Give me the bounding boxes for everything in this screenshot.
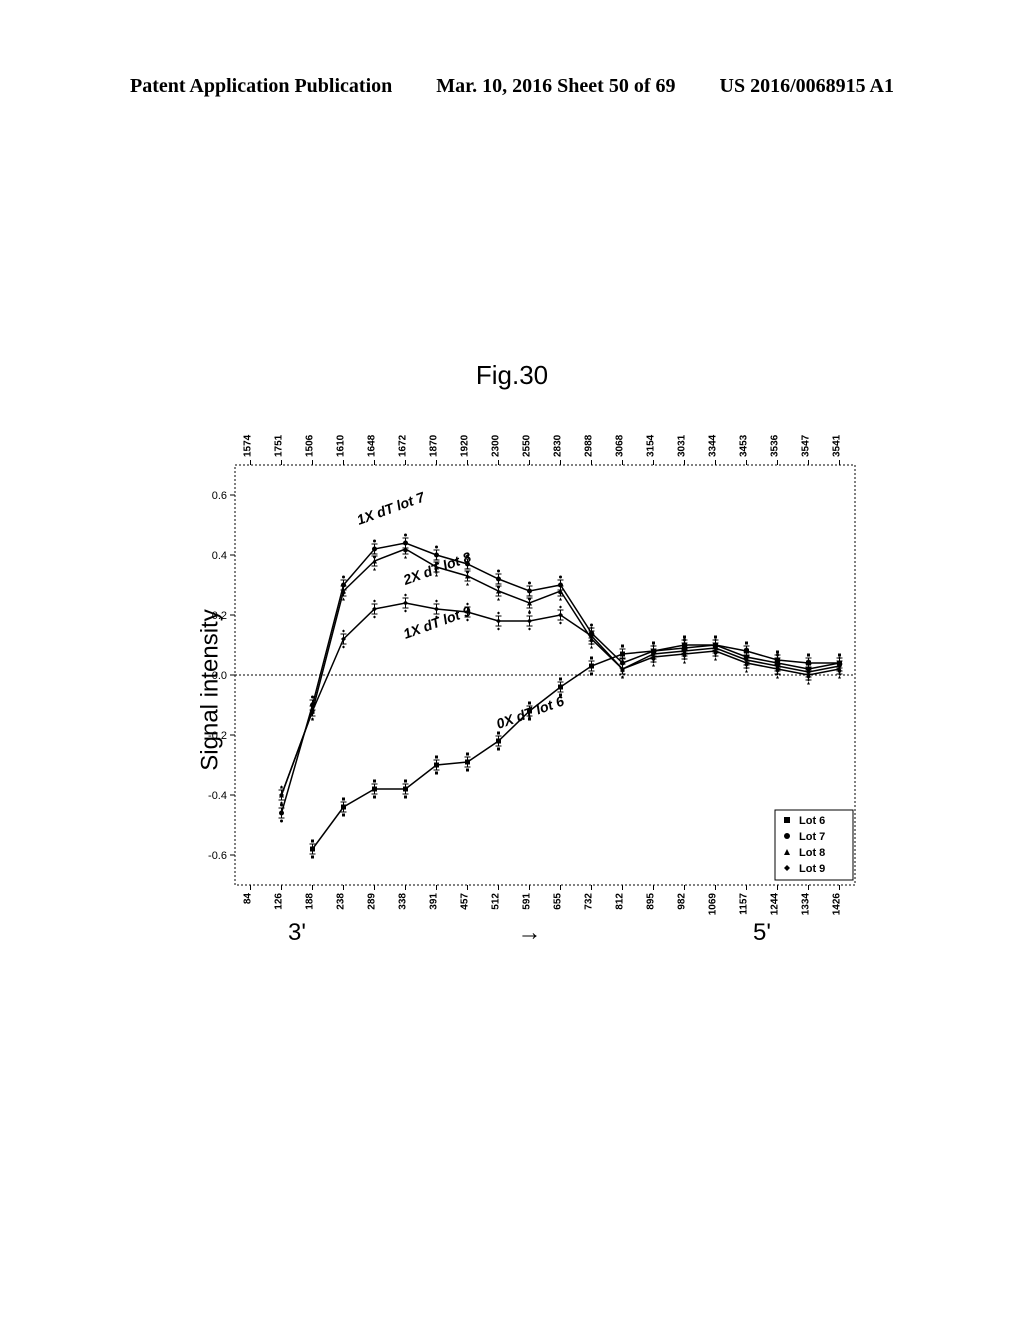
svg-text:-0.6: -0.6	[208, 850, 227, 862]
svg-text:3344: 3344	[708, 434, 719, 457]
svg-text:391: 391	[429, 893, 440, 910]
svg-text:3031: 3031	[677, 434, 688, 457]
svg-text:2988: 2988	[584, 434, 595, 457]
svg-text:2300: 2300	[491, 434, 502, 457]
figure-title: Fig.30	[476, 360, 548, 391]
svg-text:0X dT lot 6: 0X dT lot 6	[494, 693, 566, 732]
svg-text:1610: 1610	[336, 434, 347, 457]
svg-text:238: 238	[336, 893, 347, 910]
svg-text:5': 5'	[753, 919, 771, 946]
svg-text:512: 512	[491, 893, 502, 910]
svg-text:1648: 1648	[367, 434, 378, 457]
svg-text:3536: 3536	[770, 434, 781, 457]
page-header: Patent Application Publication Mar. 10, …	[0, 75, 1024, 98]
svg-text:812: 812	[615, 893, 626, 910]
svg-text:3068: 3068	[615, 434, 626, 457]
svg-text:289: 289	[367, 893, 378, 910]
svg-text:3453: 3453	[739, 434, 750, 457]
header-right: US 2016/0068915 A1	[720, 75, 894, 98]
y-axis-label: Signal intensity	[197, 609, 225, 770]
svg-text:Lot 9: Lot 9	[799, 863, 825, 875]
svg-text:3154: 3154	[646, 434, 657, 457]
svg-text:1751: 1751	[274, 434, 285, 457]
svg-text:Lot 6: Lot 6	[799, 815, 825, 827]
svg-text:1506: 1506	[305, 434, 316, 457]
svg-text:1244: 1244	[770, 893, 781, 916]
svg-text:188: 188	[305, 893, 316, 910]
svg-text:2830: 2830	[553, 434, 564, 457]
svg-text:591: 591	[522, 893, 533, 910]
chart: Signal intensity -0.6-0.4-0.20.00.20.40.…	[180, 420, 880, 960]
svg-text:1574: 1574	[243, 434, 254, 457]
svg-text:1870: 1870	[429, 434, 440, 457]
svg-text:1157: 1157	[739, 893, 750, 915]
svg-text:1069: 1069	[708, 893, 719, 916]
svg-text:0.4: 0.4	[212, 550, 227, 562]
svg-text:3547: 3547	[801, 434, 812, 457]
svg-text:→: →	[518, 919, 542, 946]
svg-text:0.6: 0.6	[212, 490, 227, 502]
header-center: Mar. 10, 2016 Sheet 50 of 69	[436, 75, 675, 98]
svg-text:1426: 1426	[832, 893, 843, 916]
chart-svg: -0.6-0.4-0.20.00.20.40.68412618823828933…	[180, 420, 880, 960]
svg-text:3541: 3541	[832, 434, 843, 457]
svg-text:457: 457	[460, 893, 471, 910]
svg-text:2550: 2550	[522, 434, 533, 457]
svg-text:3': 3'	[288, 919, 306, 946]
svg-text:1334: 1334	[801, 893, 812, 916]
svg-text:1X dT lot 7: 1X dT lot 7	[355, 488, 428, 528]
svg-text:126: 126	[274, 893, 285, 910]
svg-text:655: 655	[553, 893, 564, 910]
svg-text:Lot 7: Lot 7	[799, 831, 825, 843]
svg-text:-0.4: -0.4	[208, 790, 227, 802]
svg-text:84: 84	[243, 893, 254, 905]
svg-text:732: 732	[584, 893, 595, 910]
svg-text:982: 982	[677, 893, 688, 910]
svg-text:1920: 1920	[460, 434, 471, 457]
svg-text:1672: 1672	[398, 434, 409, 457]
svg-text:Lot 8: Lot 8	[799, 847, 825, 859]
header-left: Patent Application Publication	[130, 75, 392, 98]
svg-text:338: 338	[398, 893, 409, 910]
svg-text:895: 895	[646, 893, 657, 910]
